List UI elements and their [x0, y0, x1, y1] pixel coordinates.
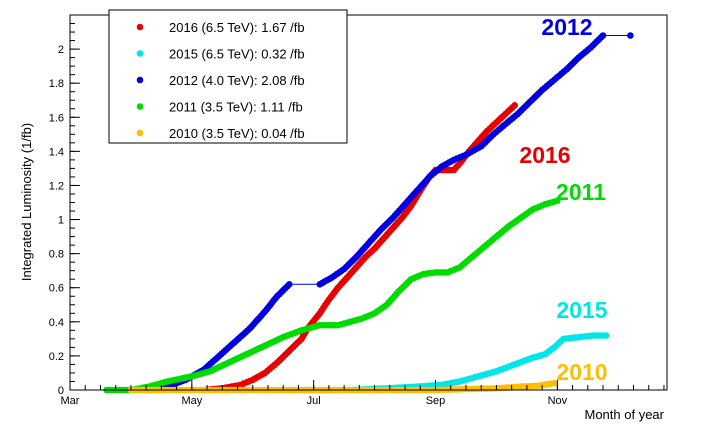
- series-tag-2015: 2015: [556, 297, 607, 323]
- y-tick-label: 1: [58, 215, 64, 227]
- series-tag-2011: 2011: [556, 179, 606, 205]
- legend-marker: [136, 50, 144, 57]
- series-tag-2016: 2016: [519, 142, 570, 168]
- legend-box: [108, 9, 348, 144]
- legend-marker: [136, 76, 144, 84]
- data-point: [551, 379, 558, 387]
- x-tick-label: Jul: [307, 395, 321, 407]
- x-tick-label: Sep: [426, 395, 446, 407]
- data-point: [554, 197, 561, 205]
- x-tick-label: Nov: [548, 395, 568, 407]
- y-tick-label: 1.8: [49, 78, 64, 90]
- series-2011: [103, 197, 561, 394]
- y-tick-label: 2: [58, 44, 64, 56]
- x-tick-label: Mar: [61, 395, 80, 407]
- legend-entry: 2016 (6.5 TeV): 1.67 /fb: [169, 20, 305, 35]
- legend-entry: 2011 (3.5 TeV): 1.11 /fb: [169, 100, 303, 115]
- y-tick-label: 0: [58, 385, 64, 397]
- legend: 2016 (6.5 TeV): 1.67 /fb 2015 (6.5 TeV): …: [108, 9, 348, 144]
- data-point: [599, 32, 607, 39]
- series-tag-2010: 2010: [556, 359, 607, 385]
- data-point: [627, 32, 634, 39]
- legend-marker: [136, 129, 144, 137]
- legend-marker: [136, 103, 144, 110]
- data-point: [602, 332, 610, 339]
- data-point: [511, 102, 518, 109]
- series-2012: [145, 32, 634, 394]
- y-tick-label: 1.4: [49, 146, 64, 158]
- axes: 0 0.2 0.4 0.6 0.8 1 1.2 1.4 1.6 1.8 2 Mar May Jul Sep N…: [49, 14, 665, 407]
- legend-entry: 2015 (6.5 TeV): 0.32 /fb: [169, 47, 305, 62]
- series-2016: [200, 102, 518, 394]
- y-tick-label: 0.6: [49, 283, 64, 295]
- y-tick-label: 1.6: [49, 112, 64, 124]
- legend-entry: 2012 (4.0 TeV): 2.08 /fb: [169, 73, 305, 88]
- y-tick-label: 0.4: [49, 317, 64, 329]
- x-axis-title: Month of year: [585, 407, 665, 422]
- y-tick-label: 0.8: [49, 249, 64, 261]
- legend-entry: 2010 (3.5 TeV): 0.04 /fb: [169, 126, 305, 141]
- x-tick-label: May: [181, 395, 202, 407]
- y-tick-label: 0.2: [49, 351, 64, 363]
- legend-marker: [136, 23, 144, 31]
- series-tags: 2016 2015 2012 2011 2010: [519, 14, 607, 385]
- data-point: [286, 281, 293, 288]
- series-tag-2012: 2012: [541, 14, 592, 40]
- y-tick-label: 1.2: [49, 180, 64, 192]
- y-axis-title: Integrated Luminosity (1/fb): [19, 123, 34, 281]
